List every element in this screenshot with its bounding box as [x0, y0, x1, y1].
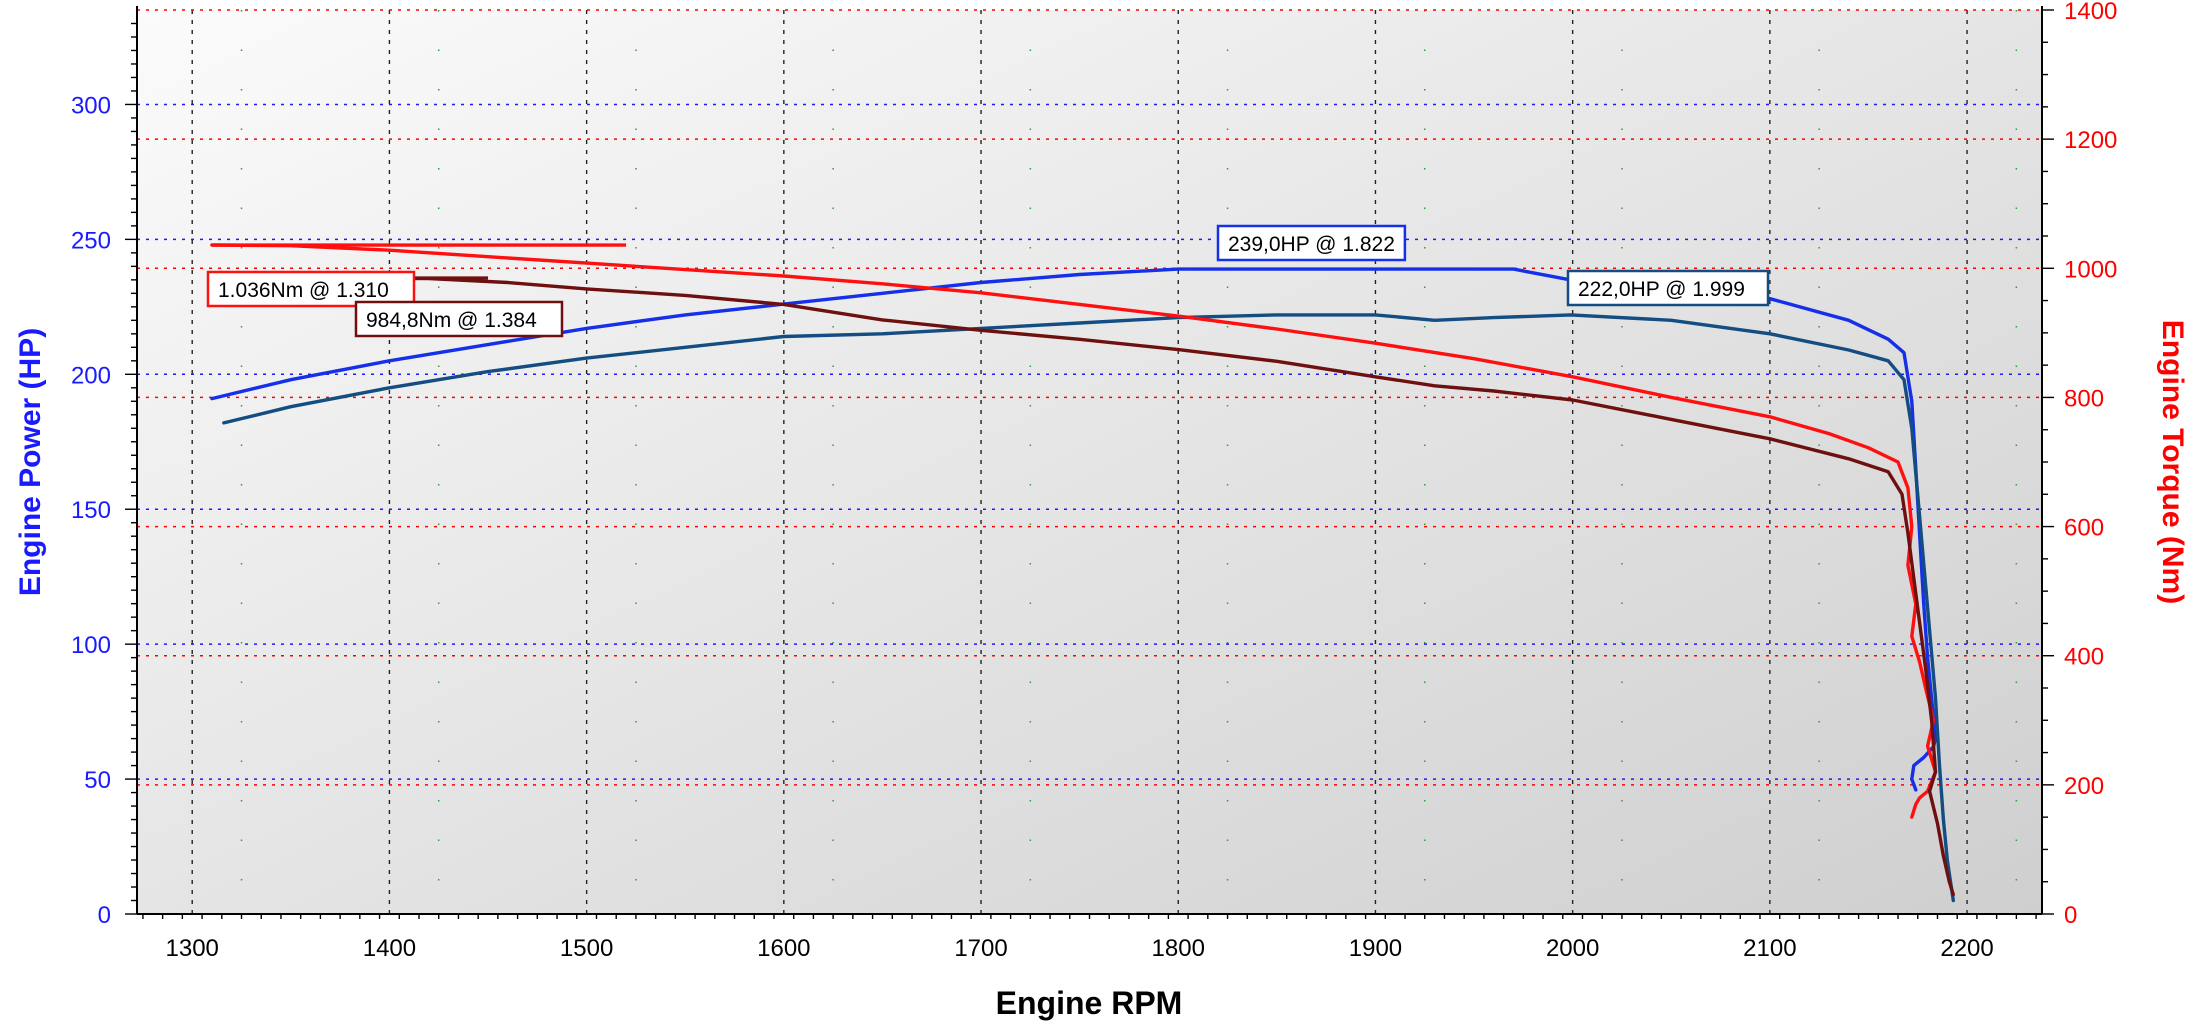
y-left-tick-label: 0 — [98, 902, 111, 929]
axes-layer: 1300 1400 1500 1600 1700 1800 1900 2000 2100 2200… — [71, 0, 2117, 962]
x-tick-label: 1600 — [757, 935, 810, 962]
annotation-box: 984,8Nm @ 1.384 — [354, 300, 564, 338]
y-left-tick-label: 200 — [71, 362, 111, 389]
y-right-tick-label: 200 — [2064, 773, 2104, 800]
x-tick-label: 1900 — [1349, 935, 1402, 962]
x-tick-label: 2000 — [1546, 935, 1599, 962]
y-right-tick-label: 1400 — [2064, 0, 2117, 25]
annotation-border — [354, 300, 564, 338]
y-left-tick-label: 250 — [71, 227, 111, 254]
series-line-2 — [222, 313, 1956, 903]
annotation-text: 1.036Nm @ 1.310 — [218, 279, 389, 302]
annotation-box: 1.036Nm @ 1.310 — [206, 270, 416, 308]
annotation-layer: 239,0HP @ 1.822 222,0HP @ 1.999 1.036Nm @ … — [206, 224, 1770, 338]
annotation-text: 222,0HP @ 1.999 — [1578, 278, 1745, 301]
annotation-text: 984,8Nm @ 1.384 — [366, 309, 537, 332]
annotation-border — [1216, 224, 1407, 262]
series-line-3 — [210, 243, 1938, 819]
y-left-tick-label: 150 — [71, 497, 111, 524]
y-right-tick-label: 400 — [2064, 644, 2104, 671]
x-tick-label: 1300 — [166, 935, 219, 962]
y-right-tick-label: 600 — [2064, 515, 2104, 542]
plot-area — [137, 10, 2042, 914]
y-left-tick-label: 300 — [71, 92, 111, 119]
y-right-tick-label: 0 — [2064, 902, 2077, 929]
y-right-tick-label: 1200 — [2064, 127, 2117, 154]
annotation-border — [1566, 269, 1770, 307]
x-tick-label: 1400 — [363, 935, 416, 962]
annotation-box: 222,0HP @ 1.999 — [1566, 269, 1770, 307]
y-right-tick-label: 1000 — [2064, 256, 2117, 283]
x-tick-label: 1700 — [954, 935, 1007, 962]
x-tick-label: 2200 — [1940, 935, 1993, 962]
y-left-tick-label: 50 — [84, 767, 111, 794]
series-line-4 — [222, 276, 1956, 897]
y-right-tick-label: 800 — [2064, 385, 2104, 412]
annotation-border — [206, 270, 416, 308]
y-left-tick-label: 100 — [71, 632, 111, 659]
y-axis-left-label: Engine Power (HP) — [14, 328, 47, 596]
annotation-box: 239,0HP @ 1.822 — [1216, 224, 1407, 262]
x-axis-label: Engine RPM — [996, 985, 1183, 1021]
annotation-text: 239,0HP @ 1.822 — [1228, 233, 1395, 256]
x-tick-label: 1800 — [1152, 935, 1205, 962]
y-axis-right-label: Engine Torque (Nm) — [2156, 320, 2189, 604]
x-tick-label: 2100 — [1743, 935, 1796, 962]
x-tick-label: 1500 — [560, 935, 613, 962]
